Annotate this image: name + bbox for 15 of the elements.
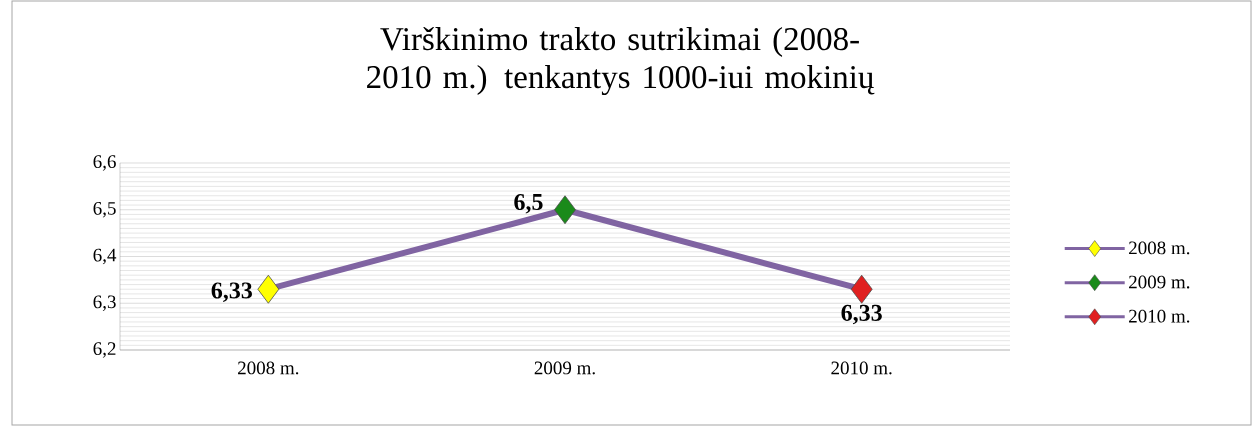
y-tick-label: 6,6 — [93, 155, 116, 171]
data-label: 6,33 — [211, 282, 252, 303]
x-tick-label: 2010 m. — [831, 361, 892, 375]
data-label: 6,33 — [841, 304, 882, 325]
legend-label: 2008 m. — [1129, 241, 1190, 255]
x-tick-label: 2008 m. — [238, 361, 299, 375]
y-tick-label: 6,2 — [93, 342, 116, 358]
legend-label: 2010 m. — [1129, 309, 1190, 323]
data-label: 6,5 — [514, 193, 543, 214]
chart-title: Virškinimo trakto sutrikimai (2008-2010 m.) tenkantys 1000-iui mokinių — [367, 26, 875, 96]
legend-label: 2009 m. — [1129, 275, 1190, 289]
y-tick-label: 6,3 — [93, 295, 116, 311]
x-tick-label: 2009 m. — [534, 361, 595, 375]
y-tick-label: 6,4 — [93, 248, 117, 265]
y-tick-label: 6,5 — [93, 202, 116, 218]
